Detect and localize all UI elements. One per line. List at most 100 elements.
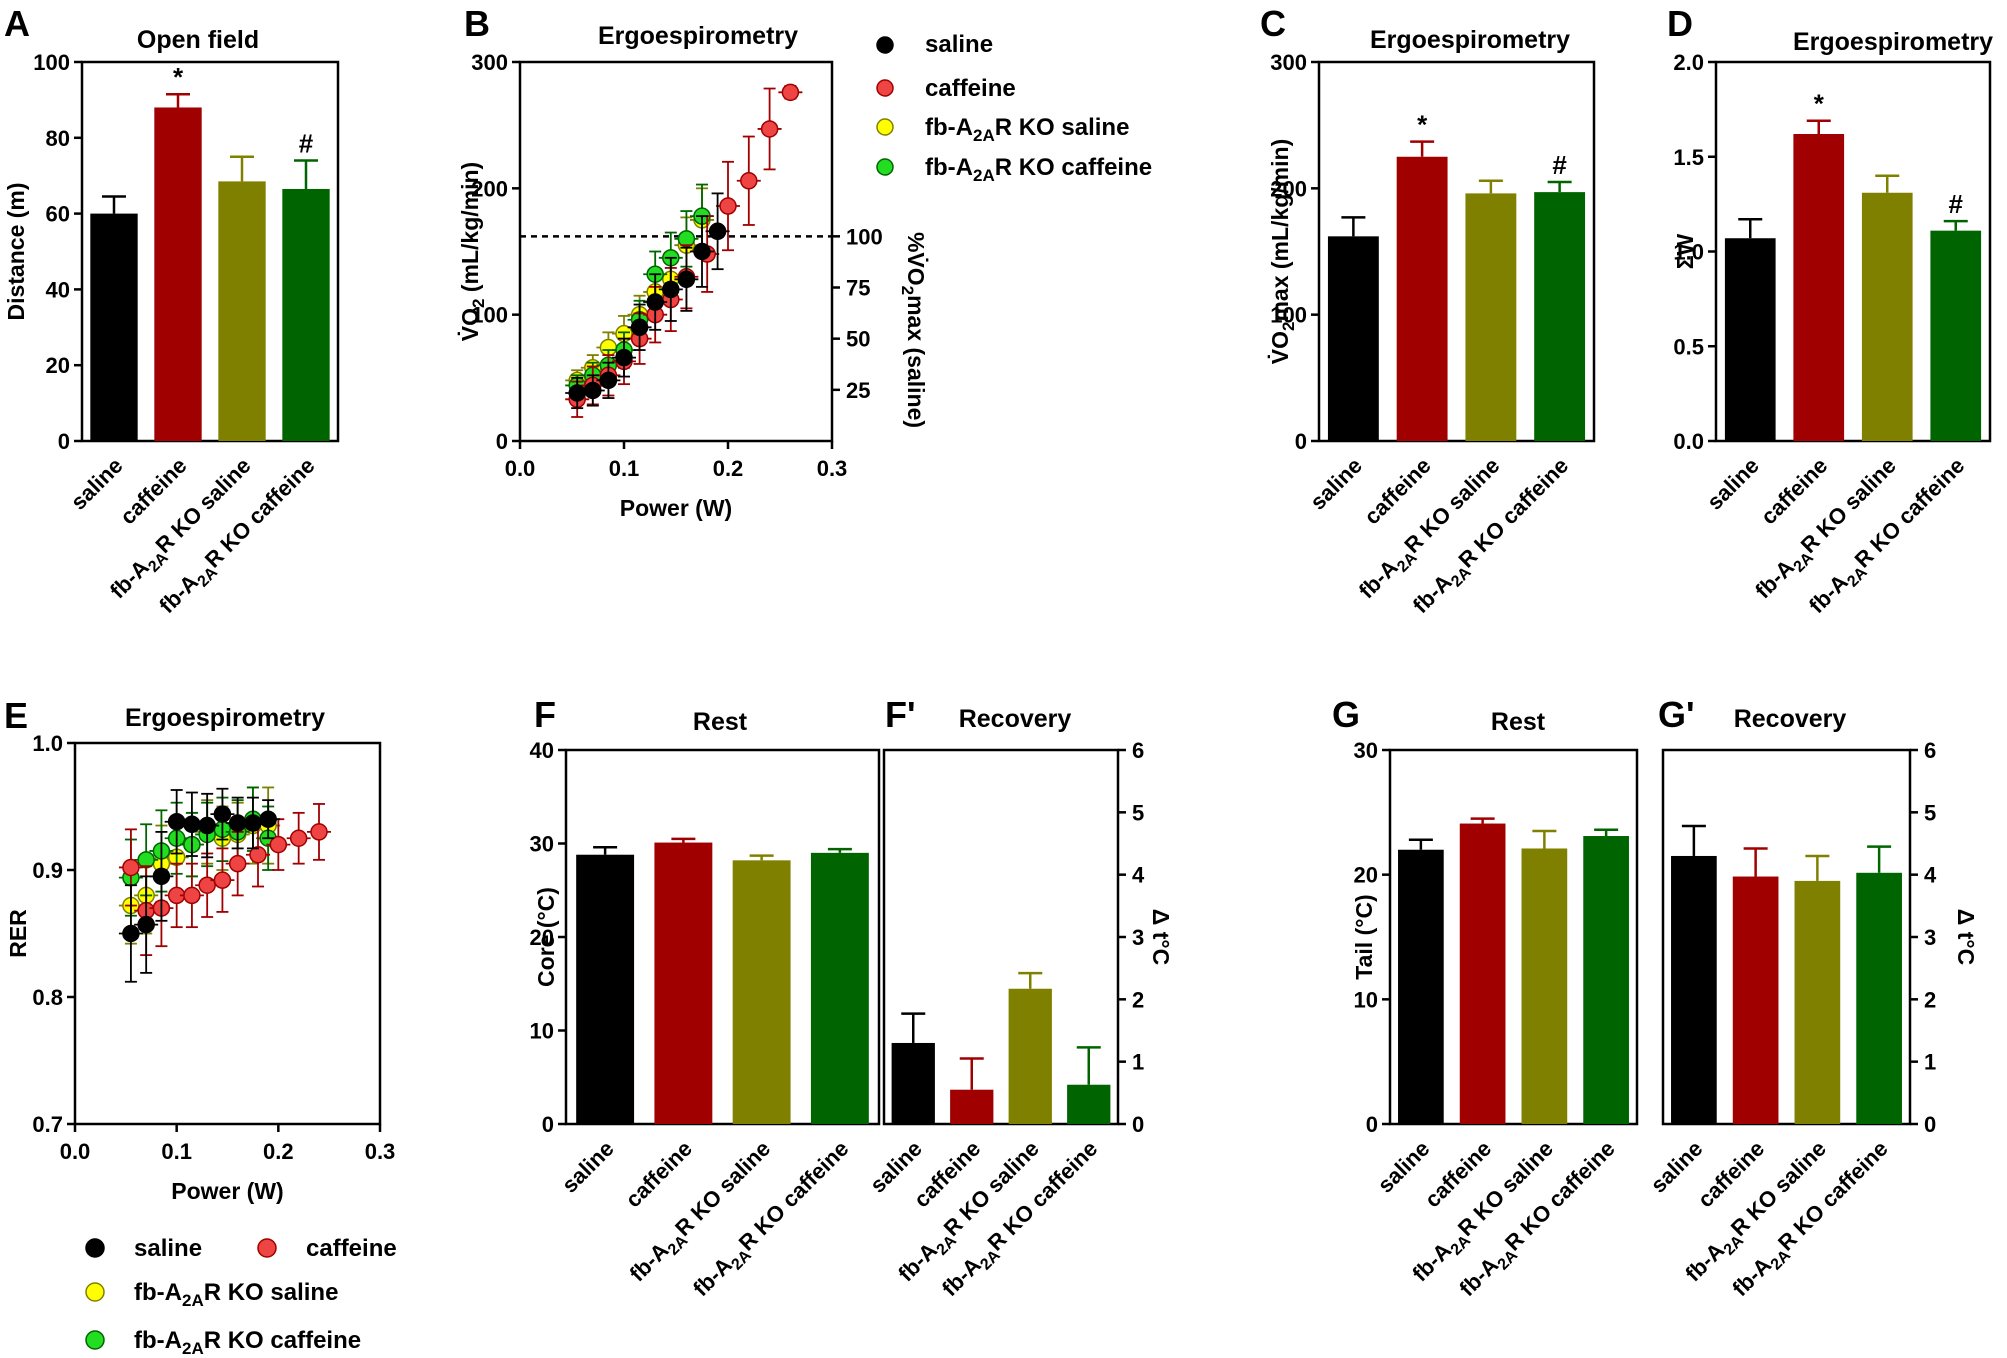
panel-g2-label: G'	[1658, 694, 1695, 735]
panel-c-bar-4	[1534, 192, 1586, 441]
legend-b-ko-saline-prefix: fb-A	[925, 114, 973, 141]
panel-b-y2tick-label: 50	[846, 327, 870, 352]
panel-d-ylabel: ΣW	[1672, 233, 1698, 269]
legend-e-ko-saline-suffix: R KO saline	[204, 1279, 339, 1306]
legend-e-caffeine: caffeine	[306, 1235, 397, 1262]
panel-a-ytick-label: 100	[33, 50, 70, 75]
panel-e-point-2	[213, 871, 232, 889]
panel-f-ylabel: Core (°C)	[533, 887, 559, 987]
panel-a-category-4-suffix: R KO caffeine	[200, 453, 320, 573]
panel-f-category-1-text: saline	[557, 1136, 619, 1198]
panel-b-point-1	[677, 270, 696, 289]
panel-c-ylabel-sub: 2	[1279, 322, 1298, 331]
panel-f-bar-1	[576, 854, 635, 1124]
panel-g2-ytick-label: 0	[1924, 1112, 1936, 1137]
panel-b-title: Ergoespirometry	[598, 22, 798, 50]
panel-f-category-2: caffeine	[620, 1136, 696, 1212]
panel-e-ytick-label: 1.0	[32, 731, 63, 756]
panel-f-bar-2	[654, 842, 713, 1124]
panel-c-bar-3	[1465, 193, 1517, 441]
panel-c-category-1: saline	[1305, 453, 1367, 515]
panel-g-ylabel: Tail (°C)	[1351, 894, 1377, 979]
legend-b-caffeine: caffeine	[925, 75, 1016, 102]
panel-f2-label: F'	[885, 694, 916, 735]
panel-g2-category-4-suffix: R KO caffeine	[1773, 1136, 1893, 1256]
panel-b-point-2	[740, 172, 758, 190]
panel-b-xtick-label: 0.2	[713, 456, 744, 481]
legend-b-ko-caffeine-sub: 2A	[973, 166, 995, 185]
panel-f-bar-3	[732, 860, 791, 1124]
panel-d-annotation-4: #	[1949, 189, 1964, 219]
panel-g2-ytick-label: 3	[1924, 925, 1936, 950]
panel-b-xtick-label: 0.1	[609, 456, 640, 481]
legend-e-saline-marker	[85, 1238, 105, 1258]
legend-b-ko-saline-sub: 2A	[973, 126, 995, 145]
panel-d-bar-3	[1861, 192, 1913, 441]
panel-a-label: A	[4, 3, 30, 44]
panel-a-ytick-label: 60	[46, 202, 70, 227]
panel-c-ylabel: V̇O2max (mL/kg/min)	[1267, 139, 1298, 364]
legend-e-ko-caffeine-prefix: fb-A	[134, 1327, 182, 1354]
panel-c-ytick-label: 300	[1270, 50, 1307, 75]
panel-f2-bar-3	[1008, 988, 1052, 1124]
panel-e-point-2	[228, 854, 247, 873]
panel-b-ytick-label: 300	[471, 50, 508, 75]
panel-d-ytick-label: 1.0	[1673, 240, 1704, 265]
panel-f2-ytick-label: 0	[1132, 1112, 1144, 1137]
panel-b-y2tick-label: 100	[846, 224, 883, 249]
panel-g-ytick-label: 0	[1366, 1112, 1378, 1137]
panel-e-ytick-label: 0.9	[32, 858, 63, 883]
panel-f-ytick-label: 40	[530, 738, 554, 763]
panel-e-xtick-label: 0.2	[263, 1139, 294, 1164]
panel-b-ytick-label: 100	[471, 303, 508, 328]
panel-a-bar-4	[282, 188, 330, 441]
panel-e-point-1	[244, 814, 262, 832]
panel-e-ytick-label: 0.7	[32, 1112, 63, 1137]
panel-g2-title: Recovery	[1734, 705, 1847, 733]
panel-a-annotation-4: #	[299, 129, 314, 159]
panel-f2-ytick-label: 6	[1132, 738, 1144, 763]
legend-b-saline: saline	[925, 31, 993, 58]
panel-d-ytick-label: 0.0	[1673, 429, 1704, 454]
panel-e-point-2	[183, 886, 201, 905]
panel-g2-ytick-label: 2	[1924, 987, 1936, 1012]
panel-e-frame	[73, 741, 382, 1126]
panel-g2-bar-1	[1671, 855, 1717, 1124]
panel-e-xtick-label: 0.3	[365, 1139, 396, 1164]
panel-e-point-1	[198, 816, 216, 835]
panel-g-bar-1	[1398, 849, 1444, 1124]
panel-f-label: F	[534, 694, 556, 735]
panel-a-ytick-label: 0	[58, 429, 70, 454]
legend-b-caffeine-marker	[876, 79, 894, 97]
panel-b-ytick-label: 200	[471, 176, 508, 201]
panel-g2-bar-4	[1856, 872, 1902, 1124]
legend-e-ko-saline-sub: 2A	[182, 1291, 204, 1310]
panel-d-label: D	[1667, 3, 1693, 44]
legend-b-ko-caffeine-suffix: R KO caffeine	[995, 154, 1152, 181]
panel-d-title: Ergoespirometry	[1793, 28, 1993, 56]
panel-b-xlabel: Power (W)	[620, 495, 732, 521]
legend-panel-b: saline caffeine fb-A2AR KO saline fb-A2A…	[876, 31, 1152, 185]
panel-g-bar-2	[1459, 823, 1506, 1124]
panel-e-point-2	[198, 876, 216, 894]
panel-c-annotation-2: *	[1417, 110, 1428, 140]
panel-f2-title: Recovery	[959, 705, 1072, 733]
panel-g2-ytick-label: 6	[1924, 738, 1936, 763]
panel-d-ytick-label: 2.0	[1673, 50, 1704, 75]
panel-d-bar-2	[1793, 134, 1845, 441]
panel-f2-bar-2	[950, 1089, 994, 1124]
panel-e-xtick-label: 0.1	[161, 1139, 192, 1164]
panel-g2-ytick-label: 4	[1924, 863, 1937, 888]
panel-f-bar-4	[810, 852, 869, 1124]
legend-e-ko-saline-marker	[85, 1282, 105, 1302]
panel-d-ytick-label: 1.5	[1673, 145, 1704, 170]
panel-c-label: C	[1260, 3, 1286, 44]
panel-e-point-2	[269, 835, 288, 854]
panel-e-point-1	[137, 915, 155, 934]
panel-b-y2label-pre: %V̇O	[903, 232, 929, 286]
panel-b-label: B	[464, 3, 490, 44]
panel-a-bar-1	[90, 213, 138, 441]
legend-e-saline: saline	[134, 1235, 202, 1262]
panel-g2-ytick-label: 1	[1924, 1050, 1936, 1075]
legend-b-ko-saline-suffix: R KO saline	[995, 114, 1130, 141]
